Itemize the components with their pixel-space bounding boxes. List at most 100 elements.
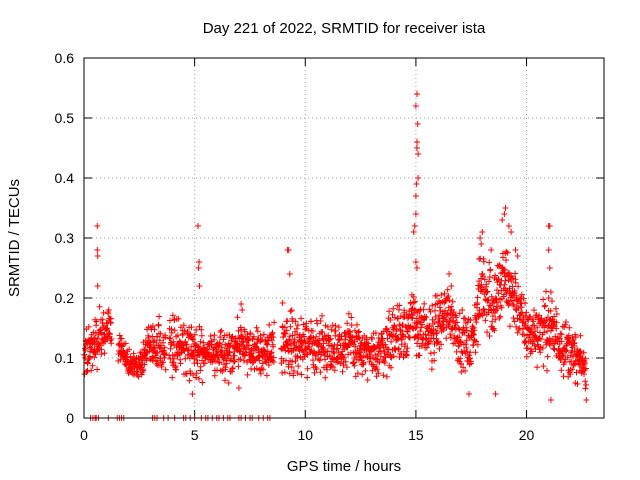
data-point: [412, 325, 419, 332]
data-point: [270, 359, 277, 365]
data-point: [483, 289, 490, 296]
data-point: [309, 328, 316, 334]
data-point: [319, 329, 326, 336]
x-tick-label: 15: [408, 427, 424, 443]
data-point: [480, 258, 487, 265]
data-point: [518, 291, 525, 298]
data-point: [254, 328, 261, 335]
data-point: [156, 313, 163, 320]
data-point: [492, 391, 499, 397]
data-point: [560, 352, 567, 359]
data-point: [412, 193, 419, 199]
data-point: [571, 339, 578, 346]
data-point: [348, 322, 355, 329]
data-point: [506, 269, 513, 276]
x-tick-label: 10: [297, 427, 313, 443]
data-point: [449, 298, 456, 305]
data-point: [360, 360, 367, 367]
data-point: [279, 300, 286, 306]
data-point: [463, 344, 470, 351]
data-point: [547, 342, 553, 349]
data-point: [284, 318, 291, 325]
data-point: [414, 121, 421, 127]
data-point: [461, 315, 468, 322]
data-point: [327, 335, 334, 342]
data-point: [200, 339, 207, 346]
data-point: [541, 303, 548, 310]
data-point: [223, 360, 230, 367]
data-point: [572, 334, 579, 341]
data-point: [492, 272, 499, 279]
data-point: [319, 312, 325, 319]
data-point: [352, 343, 359, 350]
data-point: [545, 247, 552, 253]
data-point: [345, 351, 351, 358]
data-point: [512, 279, 519, 286]
y-tick-label: 0: [66, 410, 74, 426]
data-point: [263, 372, 270, 379]
data-point: [197, 338, 204, 345]
data-point: [302, 326, 309, 333]
data-point: [322, 374, 329, 381]
data-point: [180, 322, 187, 329]
data-point: [497, 313, 504, 320]
data-point: [108, 336, 115, 342]
data-point: [151, 326, 158, 333]
data-point: [529, 348, 535, 355]
data-point: [551, 346, 558, 353]
data-point: [195, 265, 202, 271]
data-point: [423, 314, 430, 321]
data-point: [376, 359, 383, 366]
data-point: [344, 320, 351, 327]
data-point: [508, 278, 515, 285]
data-point: [536, 335, 543, 342]
y-tick-label: 0.3: [55, 230, 75, 246]
data-point: [124, 354, 131, 361]
data-point: [99, 316, 106, 323]
x-tick-label: 0: [80, 427, 88, 443]
data-point: [380, 372, 387, 379]
data-point: [105, 310, 112, 317]
data-point: [211, 372, 218, 379]
data-point: [421, 300, 428, 307]
data-point: [130, 350, 137, 357]
data-point: [367, 355, 374, 362]
data-point: [410, 229, 417, 235]
data-point: [189, 336, 196, 342]
data-point: [298, 371, 305, 378]
data-point: [292, 318, 299, 325]
data-point: [193, 374, 199, 381]
data-point: [545, 295, 552, 301]
data-point: [313, 366, 320, 372]
data-point: [193, 370, 200, 377]
data-point: [238, 301, 245, 307]
data-point: [467, 317, 474, 324]
data-point: [324, 362, 331, 369]
data-point: [133, 368, 140, 375]
data-point: [431, 319, 438, 325]
data-point: [456, 326, 463, 333]
data-point: [107, 331, 113, 338]
data-point: [547, 397, 554, 403]
data-point: [373, 373, 380, 380]
data-point: [431, 349, 438, 356]
data-point: [522, 312, 529, 319]
data-point: [477, 235, 484, 241]
axis-ticks: [83, 57, 604, 419]
data-point: [123, 351, 130, 358]
data-point: [500, 267, 507, 274]
data-point: [405, 313, 412, 320]
data-point: [222, 377, 228, 384]
data-point: [375, 370, 382, 377]
data-point: [289, 358, 296, 365]
data-point: [488, 293, 495, 300]
data-point: [271, 319, 278, 326]
data-point: [190, 336, 197, 343]
data-point: [369, 336, 375, 342]
data-point: [103, 326, 110, 333]
data-point: [546, 265, 553, 271]
data-point: [254, 340, 260, 346]
data-point: [269, 337, 275, 344]
data-point: [466, 352, 473, 359]
data-point: [346, 328, 353, 335]
